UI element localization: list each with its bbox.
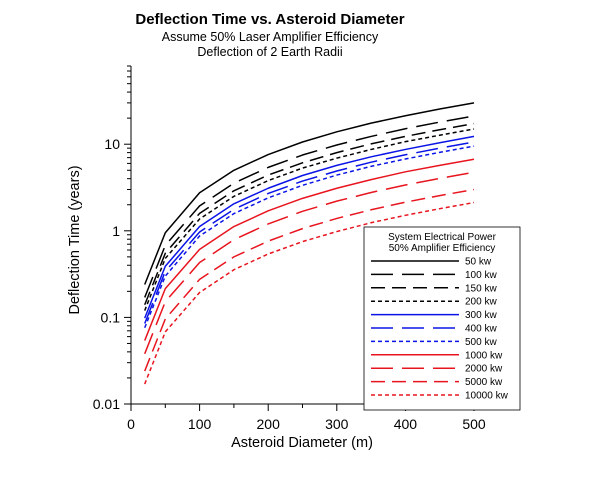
y-tick-label: 0.01 bbox=[93, 396, 120, 412]
x-tick-label: 500 bbox=[462, 416, 486, 432]
legend: System Electrical Power 50% Amplifier Ef… bbox=[363, 226, 521, 411]
legend-label: 500 kw bbox=[465, 337, 497, 348]
y-tick-label: 0.1 bbox=[101, 309, 121, 325]
legend-label: 1000 kw bbox=[465, 350, 503, 361]
y-tick-label: 1 bbox=[112, 223, 120, 239]
x-tick-label: 0 bbox=[127, 416, 135, 432]
legend-label: 400 kw bbox=[465, 324, 497, 335]
x-axis-label: Asteroid Diameter (m) bbox=[231, 435, 373, 451]
series-line-50-kw bbox=[144, 102, 475, 285]
legend-label: 150 kw bbox=[465, 283, 497, 294]
x-tick-label: 100 bbox=[188, 416, 212, 432]
legend-label: 10000 kw bbox=[465, 391, 509, 402]
series-line-1000-kw bbox=[144, 158, 475, 341]
legend-entries: 50 kw 100 kw 150 kw 200 kw 300 kw 400 kw 500 k… bbox=[371, 257, 509, 402]
series-line-400-kw bbox=[144, 141, 475, 324]
series-layer bbox=[144, 102, 475, 385]
y-tick-label: 10 bbox=[104, 136, 120, 152]
legend-label: 300 kw bbox=[465, 310, 497, 321]
x-tick-label: 300 bbox=[325, 416, 349, 432]
legend-label: 2000 kw bbox=[465, 364, 503, 375]
x-axis: 0 100 200 300 400 500 bbox=[127, 403, 486, 432]
legend-label: 5000 kw bbox=[465, 377, 503, 388]
legend-title-line-1: System Electrical Power bbox=[388, 232, 496, 243]
series-line-300-kw bbox=[144, 135, 475, 319]
legend-title-line-2: 50% Amplifier Efficiency bbox=[389, 243, 496, 254]
x-tick-label: 200 bbox=[257, 416, 281, 432]
legend-label: 100 kw bbox=[465, 270, 497, 281]
y-axis: 0.01 0.1 1 10 bbox=[93, 65, 132, 412]
series-line-2000-kw bbox=[144, 171, 475, 355]
legend-label: 50 kw bbox=[465, 257, 492, 268]
series-line-100-kw bbox=[144, 115, 475, 298]
chart-title: Deflection Time vs. Asteroid Diameter bbox=[135, 11, 404, 28]
y-axis-label: Deflection Time (years) bbox=[67, 165, 83, 314]
series-line-5000-kw bbox=[144, 188, 475, 372]
x-tick-label: 400 bbox=[394, 416, 418, 432]
legend-label: 200 kw bbox=[465, 297, 497, 308]
chart-subtitle-line-1: Assume 50% Laser Amplifier Efficiency bbox=[162, 30, 379, 44]
chart-subtitle-line-2: Deflection of 2 Earth Radii bbox=[197, 45, 342, 59]
series-line-150-kw bbox=[144, 122, 475, 306]
legend-box bbox=[363, 226, 521, 411]
